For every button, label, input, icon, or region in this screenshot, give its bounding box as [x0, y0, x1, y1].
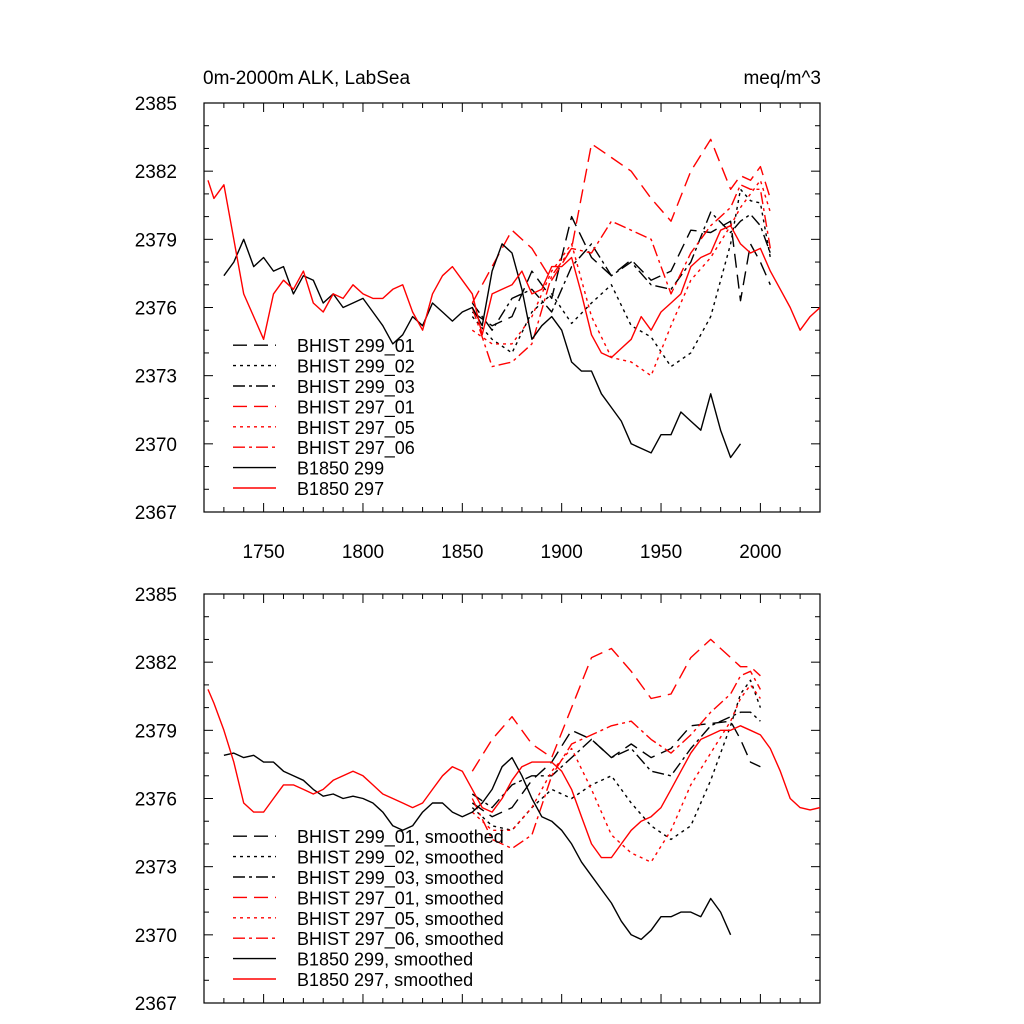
- series-line-bhist-297-05-smoothed: [471, 684, 761, 863]
- legend-label: BHIST 299_03: [297, 377, 415, 398]
- series-line-bhist-297-01: [471, 138, 771, 304]
- x-tick-label: 1950: [640, 542, 682, 563]
- x-tick-label: 2000: [739, 542, 781, 563]
- y-tick-label: 2367: [135, 994, 177, 1015]
- series-line-bhist-299-03-smoothed: [471, 711, 761, 809]
- series-line-b1850-297-smoothed: [207, 689, 820, 859]
- y-tick-label: 2373: [135, 367, 177, 388]
- y-tick-label: 2370: [135, 435, 177, 456]
- series-group: [207, 138, 820, 459]
- series-line-bhist-297-06-smoothed: [471, 670, 762, 850]
- series-line-bhist-299-02: [471, 188, 771, 368]
- units-label: meq/m^3: [743, 68, 821, 89]
- y-tick-label: 2382: [135, 653, 177, 674]
- series-line-bhist-299-02-smoothed: [471, 679, 762, 841]
- series-line-bhist-297-06: [471, 184, 771, 368]
- legend-label: BHIST 297_05: [297, 418, 415, 439]
- legend-label: BHIST 299_01, smoothed: [297, 827, 504, 848]
- legend-label: B1850 297, smoothed: [297, 970, 473, 990]
- legend-label: B1850 297: [297, 479, 384, 499]
- series-line-b1850-299-smoothed: [223, 752, 732, 941]
- series-line-b1850-299: [223, 238, 742, 459]
- y-tick-label: 2385: [135, 94, 177, 115]
- y-tick-label: 2367: [135, 503, 177, 524]
- legend-label: BHIST 299_01: [297, 336, 415, 357]
- series-line-bhist-299-03: [471, 211, 771, 331]
- y-tick-label: 2379: [135, 721, 177, 742]
- x-tick-label: 1800: [342, 542, 384, 563]
- y-tick-label: 2376: [135, 299, 177, 320]
- legend-label: B1850 299, smoothed: [297, 950, 473, 970]
- legend-label: BHIST 297_05, smoothed: [297, 909, 504, 930]
- legend-label: BHIST 297_01: [297, 397, 415, 418]
- x-tick-label: 1850: [441, 542, 483, 563]
- series-line-bhist-299-01-smoothed: [471, 720, 761, 818]
- legend-label: BHIST 297_01, smoothed: [297, 888, 504, 909]
- y-tick-label: 2382: [135, 162, 177, 183]
- series-group: [207, 638, 820, 941]
- x-tick-label: 1900: [541, 542, 583, 563]
- series-line-bhist-297-01-smoothed: [471, 638, 761, 772]
- y-tick-label: 2370: [135, 926, 177, 947]
- series-line-b1850-297: [207, 180, 820, 359]
- x-tick-label: 1750: [242, 542, 284, 563]
- top-panel: 0m-2000m ALK, LabSea meq/m^3 2367 2370 237…: [135, 68, 821, 563]
- chart-title: 0m-2000m ALK, LabSea: [203, 68, 410, 89]
- y-tick-label: 2379: [135, 230, 177, 251]
- series-line-bhist-299-01: [471, 215, 771, 327]
- legend-label: B1850 299: [297, 459, 384, 479]
- y-tick-label: 2385: [135, 585, 177, 606]
- legend-label: BHIST 297_06, smoothed: [297, 929, 504, 950]
- legend-label: BHIST 299_02, smoothed: [297, 848, 504, 869]
- legend-label: BHIST 297_06: [297, 438, 415, 459]
- bottom-panel: 2367 2370 2373 2376 2379 2382 2385 BHIST 299_01…: [135, 585, 821, 1015]
- legend-label: BHIST 299_03, smoothed: [297, 868, 504, 889]
- legend-label: BHIST 299_02: [297, 357, 415, 378]
- y-tick-label: 2373: [135, 858, 177, 879]
- y-tick-label: 2376: [135, 790, 177, 811]
